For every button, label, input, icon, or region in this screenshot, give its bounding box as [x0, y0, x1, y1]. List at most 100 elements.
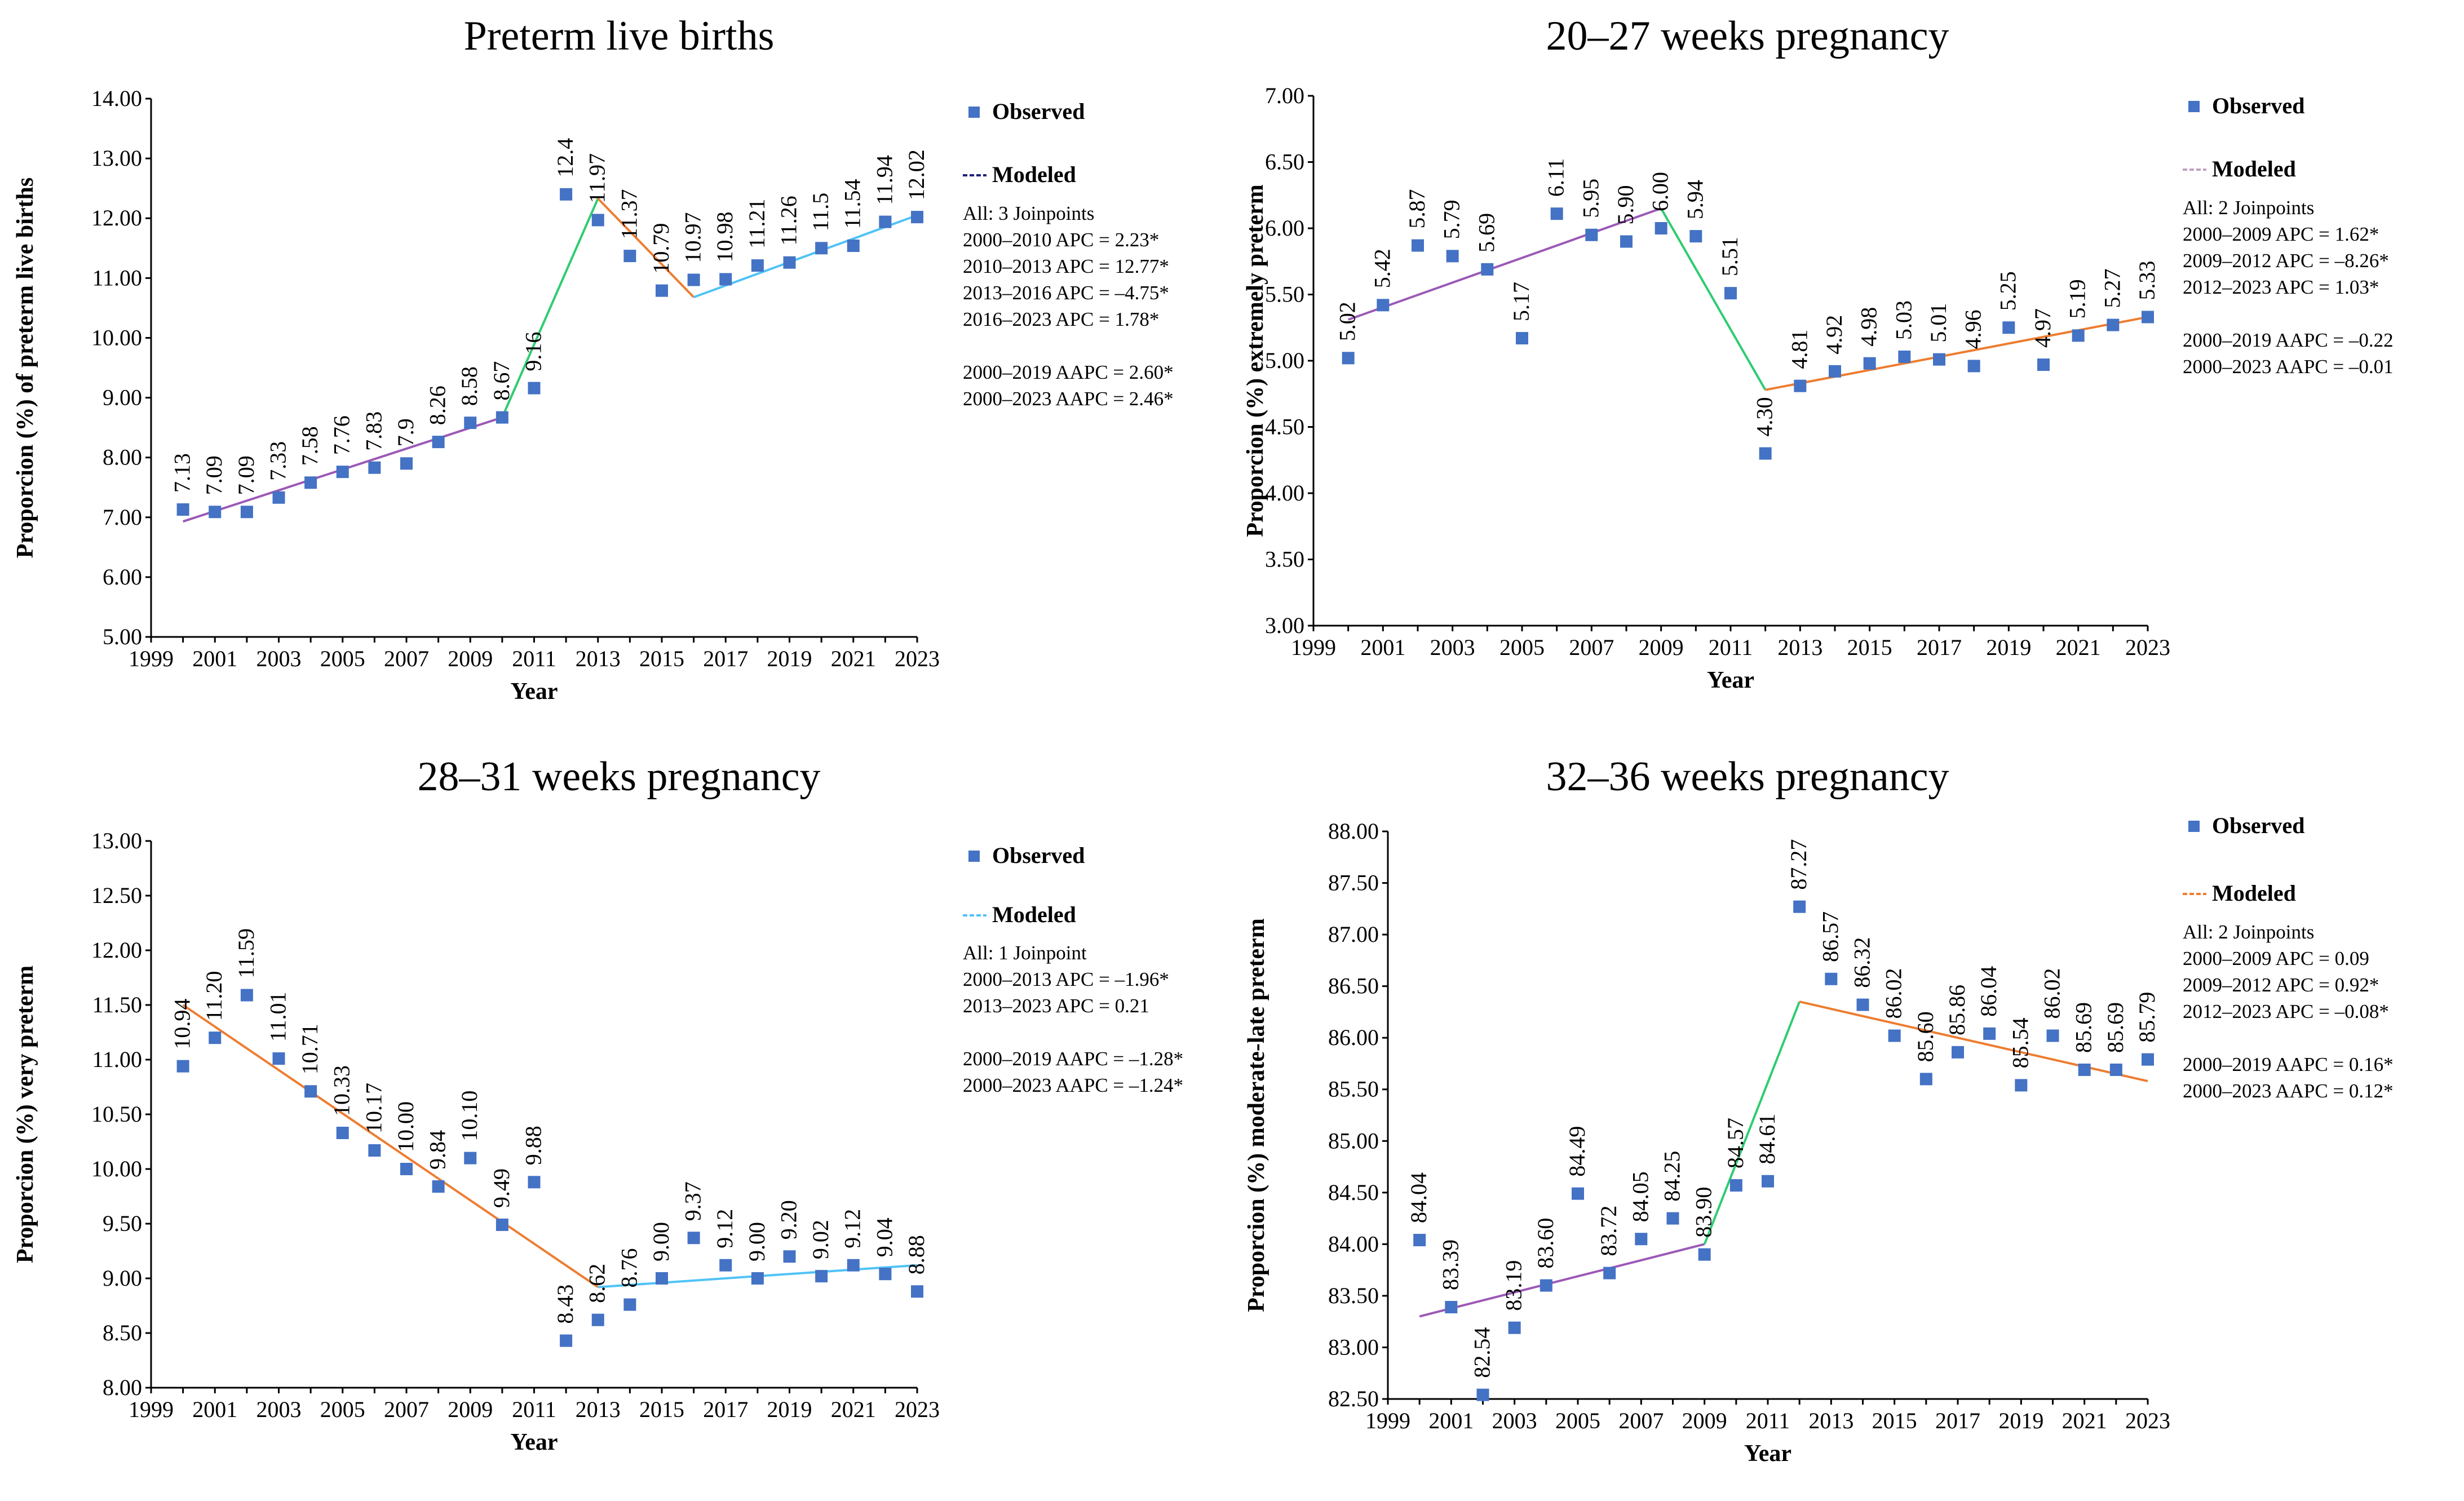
observed-point	[687, 1232, 700, 1245]
x-tick-label: 2017	[703, 1397, 748, 1422]
y-axis-label: Proporcion (%) very preterm	[12, 966, 38, 1263]
x-tick-label: 2007	[384, 1397, 429, 1422]
data-label: 8.62	[585, 1264, 610, 1303]
data-label: 11.54	[840, 179, 865, 229]
observed-point	[2072, 329, 2085, 342]
observed-point	[2046, 1029, 2059, 1042]
x-tick-label: 2001	[1360, 635, 1405, 660]
annotation-line: 2010–2013 APC = 12.77*	[963, 255, 1169, 277]
observed-point	[1794, 379, 1807, 392]
observed-point	[1759, 447, 1772, 460]
y-tick-label: 4.00	[1265, 480, 1304, 506]
data-label: 10.94	[170, 999, 195, 1050]
observed-point	[1655, 222, 1667, 234]
observed-point	[1888, 1029, 1901, 1042]
observed-point	[1603, 1267, 1616, 1279]
data-label: 6.00	[1648, 172, 1673, 211]
data-label: 12.4	[552, 138, 578, 178]
annotation-line: 2000–2023 AAPC = 0.12*	[2183, 1080, 2394, 1102]
panel-32-36-weeks: 32–36 weeks pregnancy 82.50 83.00 83.50 84.0…	[1244, 754, 2394, 1467]
y-tick-label: 11.50	[92, 992, 142, 1017]
data-label: 10.33	[329, 1065, 355, 1116]
observed-point	[1550, 207, 1563, 220]
observed-point	[1635, 1233, 1648, 1246]
observed-point	[911, 1285, 923, 1298]
y-tick-label: 87.50	[1328, 870, 1379, 896]
x-tick-label: 2013	[576, 1397, 621, 1422]
observed-point	[687, 273, 700, 286]
data-label: 85.69	[2103, 1002, 2128, 1053]
x-tick-label: 1999	[129, 1397, 174, 1422]
observed-point	[2109, 1063, 2122, 1076]
data-label: 8.26	[425, 386, 450, 425]
modeled-segment	[1419, 1243, 1705, 1318]
observed-point	[1919, 1073, 1932, 1086]
data-label: 8.88	[904, 1235, 929, 1274]
data-label: 10.71	[297, 1024, 322, 1074]
data-label: 10.17	[361, 1083, 386, 1134]
data-label: 85.79	[2134, 992, 2160, 1043]
y-tick-label: 8.00	[103, 445, 142, 470]
x-tick-label: 2023	[2125, 1408, 2170, 1433]
observed-point	[1933, 353, 1945, 366]
observed-point	[496, 411, 508, 424]
data-label: 84.05	[1627, 1171, 1653, 1222]
data-label: 86.32	[1850, 937, 1875, 988]
x-tick-label: 2013	[576, 646, 621, 671]
annotation-line: 2000–2023 AAPC = –1.24*	[963, 1074, 1183, 1096]
observed-point	[656, 284, 668, 297]
data-label: 11.20	[201, 971, 227, 1021]
data-label: 7.09	[201, 455, 227, 495]
observed-point	[560, 1334, 573, 1347]
data-label: 7.76	[329, 415, 355, 455]
x-tick-label: 2011	[1746, 1408, 1790, 1433]
legend-observed-label: Observed	[2212, 813, 2304, 838]
y-tick-label: 13.00	[91, 828, 142, 853]
data-label: 11.97	[585, 153, 610, 203]
data-label: 83.90	[1691, 1187, 1717, 1238]
data-label: 5.87	[1404, 189, 1430, 229]
observed-point	[176, 503, 189, 516]
chart-title: 32–36 weeks pregnancy	[1546, 754, 1949, 800]
x-tick-label: 2007	[1569, 635, 1614, 660]
annotation-line: All: 3 Joinpoints	[963, 202, 1094, 224]
modeled-segment	[1765, 316, 2148, 391]
y-tick-label: 6.00	[1265, 215, 1304, 241]
data-label: 85.86	[1944, 985, 1970, 1035]
y-tick-label: 5.00	[103, 624, 142, 649]
legend-modeled-label: Modeled	[2212, 880, 2296, 906]
x-tick-label: 2023	[895, 646, 940, 671]
data-label: 8.43	[552, 1285, 578, 1324]
data-label: 4.30	[1752, 397, 1777, 437]
y-axis-label: Proporcion (%) moderate-late preterm	[1244, 918, 1269, 1312]
panel-28-31-weeks: 28–31 weeks pregnancy 8.00 8.50 9.00 9.50 10.…	[12, 754, 1183, 1455]
annotation-line: 2000–2023 AAPC = 2.46*	[963, 388, 1174, 410]
data-label: 7.33	[266, 441, 291, 481]
annotation-line: 2000–2019 AAPC = 2.60*	[963, 361, 1174, 383]
data-label: 7.13	[170, 453, 195, 493]
panel-20-27-weeks: 20–27 weeks pregnancy 3.00 3.50 4.00 4.50 5.0…	[1242, 13, 2394, 693]
x-tick-label: 2015	[1847, 635, 1892, 660]
data-label: 5.17	[1509, 282, 1534, 321]
legend-observed-marker	[968, 107, 980, 118]
annotation-line: 2012–2023 APC = 1.03*	[2183, 276, 2379, 298]
observed-point	[496, 1218, 508, 1231]
data-label: 11.5	[808, 193, 833, 232]
observed-point	[304, 1085, 317, 1098]
observed-point	[2037, 358, 2050, 371]
x-tick-label: 2021	[831, 646, 876, 671]
data-label: 4.97	[2030, 308, 2055, 348]
x-tick-label: 2023	[2125, 635, 2170, 660]
observed-point	[336, 466, 349, 479]
annotation-line: 2009–2012 APC = –8.26*	[2183, 250, 2389, 272]
data-label: 5.25	[1995, 271, 2020, 311]
legend-observed-label: Observed	[992, 843, 1085, 868]
observed-point	[911, 211, 923, 224]
x-tick-label: 2015	[639, 646, 684, 671]
x-tick-label: 2015	[639, 1397, 684, 1422]
data-label: 6.11	[1543, 158, 1569, 197]
legend-observed-label: Observed	[992, 99, 1085, 124]
y-tick-label: 5.00	[1265, 348, 1304, 373]
observed-point	[1762, 1175, 1774, 1188]
data-label: 9.02	[808, 1220, 833, 1259]
